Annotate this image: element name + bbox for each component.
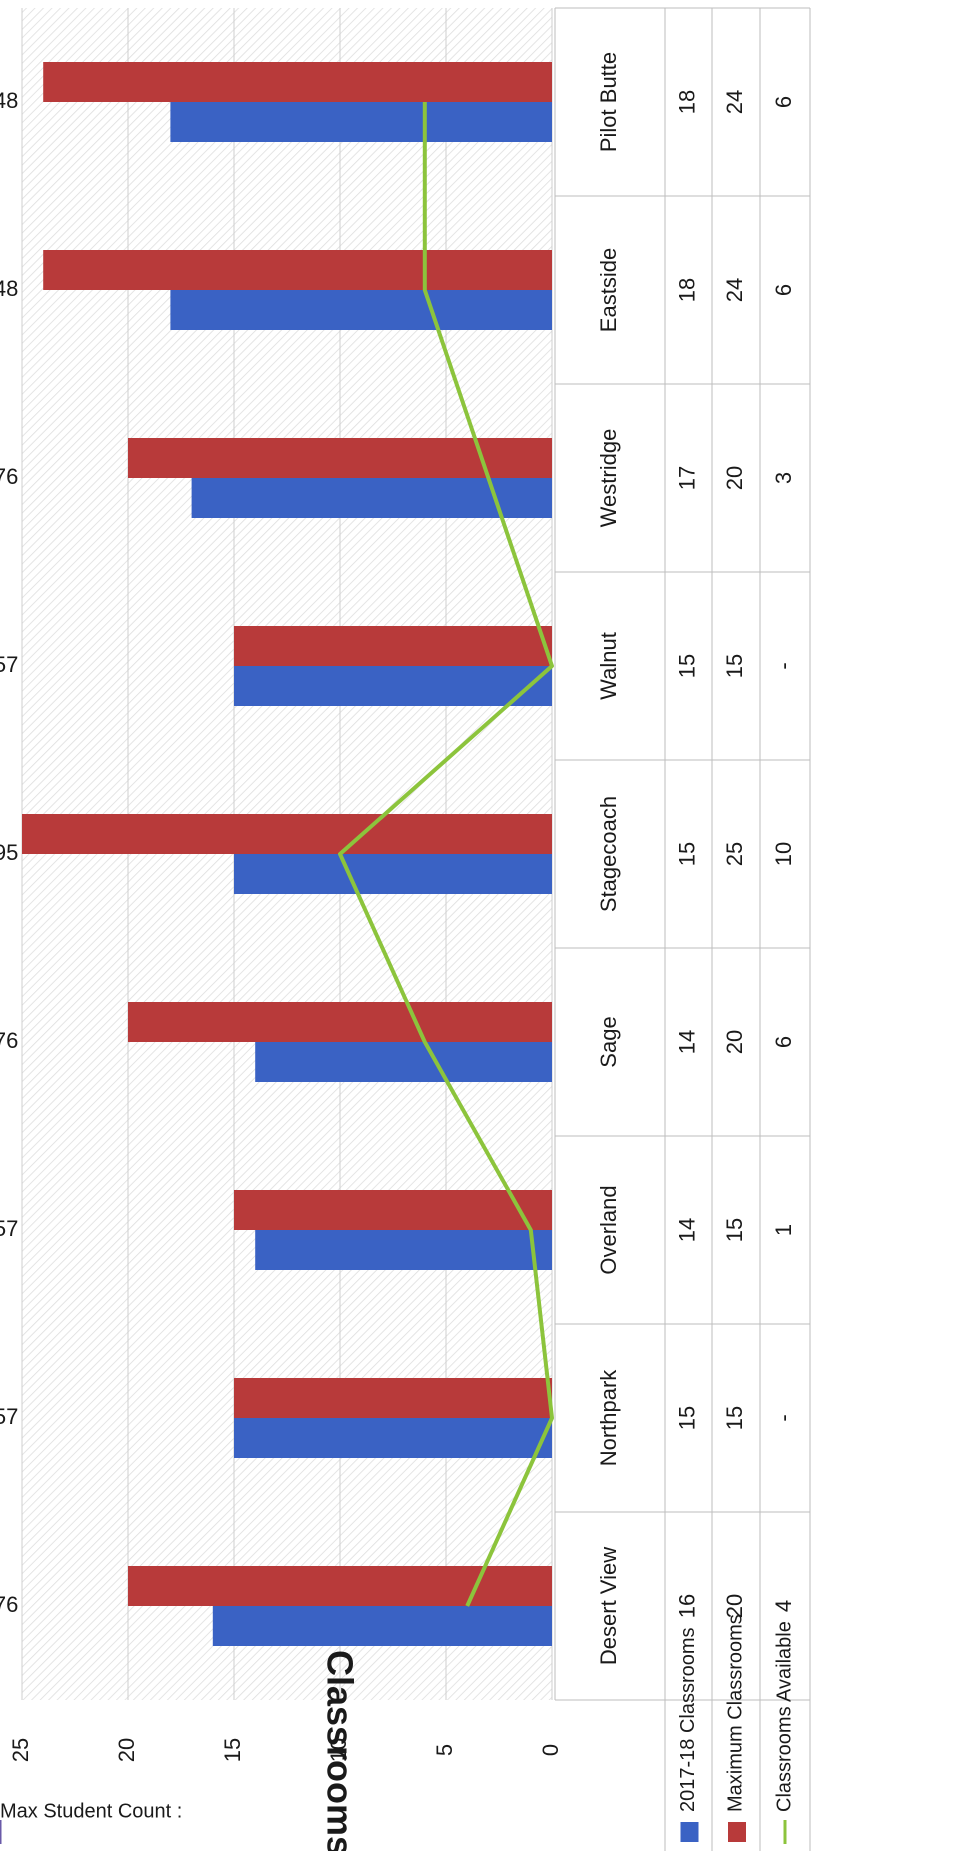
bar-2017-18-classrooms-walnut: [234, 666, 552, 706]
bar-2017-18-classrooms-pilot-butte: [170, 102, 552, 142]
table-cell-maximum-classrooms: 24: [722, 90, 747, 114]
table-cell-2017-18-classrooms: 16: [674, 1594, 699, 1618]
table-cell-max-student-count: 648: [0, 276, 18, 301]
value-tick-label: 25: [8, 1738, 33, 1762]
axis-title: Classrooms: [319, 1650, 360, 1851]
table-cell-max-student-count: 357: [0, 652, 18, 677]
bar-maximum-classrooms-desert-view: [128, 1566, 552, 1606]
bar-maximum-classrooms-stagecoach: [22, 814, 552, 854]
table-cell-classrooms-available: -: [771, 1414, 796, 1421]
table-cell-2017-18-classrooms: 15: [674, 1406, 699, 1430]
table-cell-max-student-count: 595: [0, 840, 18, 865]
table-cell-2017-18-classrooms: 14: [674, 1218, 699, 1242]
table-cell-classrooms-available: 10: [771, 842, 796, 866]
bar-2017-18-classrooms-overland: [255, 1230, 552, 1270]
table-cell-2017-18-classrooms: 15: [674, 842, 699, 866]
legend-key-2017-18-classrooms: [680, 1822, 699, 1842]
legend-label-maximum-classrooms: Maximum Classrooms: [724, 1614, 746, 1812]
table-cell-maximum-classrooms: 20: [722, 466, 747, 490]
category-label-overland: Overland: [596, 1185, 621, 1274]
legend-label-2017-18-classrooms: 2017-18 Classrooms: [677, 1627, 699, 1812]
bar-maximum-classrooms-overland: [234, 1190, 552, 1230]
value-axis: 0 5 10 15 20 25: [8, 1738, 563, 1762]
legend: 2017-18 Classrooms Maximum Classrooms Clas…: [0, 1614, 795, 1844]
table-cell-maximum-classrooms: 15: [722, 1218, 747, 1242]
legend-label-classrooms-available: Classrooms Available: [773, 1621, 795, 1812]
value-tick-label: 5: [432, 1744, 457, 1756]
category-label-pilot-butte: Pilot Butte: [596, 52, 621, 152]
table-cell-classrooms-available: 1: [771, 1224, 796, 1236]
value-tick-label: 10: [326, 1738, 351, 1762]
bar-maximum-classrooms-sage: [128, 1002, 552, 1042]
category-label-northpark: Northpark: [596, 1369, 621, 1467]
table-cell-classrooms-available: 6: [771, 1036, 796, 1048]
table-cell-max-student-count: 648: [0, 88, 18, 113]
table-cell-classrooms-available: -: [771, 662, 796, 669]
table-cell-max-student-count: 357: [0, 1216, 18, 1241]
legend-key-maximum-classrooms: [728, 1822, 746, 1842]
bar-maximum-classrooms-pilot-butte: [43, 62, 552, 102]
table-cell-max-student-count: 357: [0, 1404, 18, 1429]
bar-maximum-classrooms-eastside: [43, 250, 552, 290]
table-cell-maximum-classrooms: 20: [722, 1594, 747, 1618]
bar-2017-18-classrooms-eastside: [170, 290, 552, 330]
line-marks: [338, 102, 554, 1607]
table-cell-classrooms-available: 6: [771, 96, 796, 108]
table-cell-2017-18-classrooms: 17: [674, 466, 699, 490]
bar-maximum-classrooms-northpark: [234, 1378, 552, 1418]
table-cell-2017-18-classrooms: 14: [674, 1030, 699, 1054]
bar-2017-18-classrooms-desert-view: [212, 1606, 553, 1646]
table-cell-maximum-classrooms: 15: [722, 1406, 747, 1430]
axis-title-group: Classrooms: [319, 1650, 360, 1851]
table-cell-maximum-classrooms: 20: [722, 1030, 747, 1054]
bar-2017-18-classrooms-stagecoach: [234, 854, 552, 894]
table-cell-classrooms-available: 4: [771, 1600, 796, 1612]
value-tick-label: 0: [538, 1744, 563, 1756]
table-cell-maximum-classrooms: 25: [722, 842, 747, 866]
category-label-westridge: Westridge: [596, 429, 621, 528]
table-cell-2017-18-classrooms: 18: [674, 278, 699, 302]
bar-2017-18-classrooms-sage: [255, 1042, 552, 1082]
table-cell-classrooms-available: 3: [771, 472, 796, 484]
table-cell-classrooms-available: 6: [771, 284, 796, 296]
value-tick-label: 15: [220, 1738, 245, 1762]
category-label-eastside: Eastside: [596, 248, 621, 332]
category-label-sage: Sage: [596, 1016, 621, 1067]
table-cell-max-student-count: 476: [0, 464, 18, 489]
table-cell-max-student-count: 476: [0, 1028, 18, 1053]
legend-label-max-student-count: Max Student Count :: [0, 1800, 182, 1822]
table-cell-maximum-classrooms: 24: [722, 278, 747, 302]
line-classrooms-available: [338, 102, 554, 1607]
bar-2017-18-classrooms-northpark: [234, 1418, 552, 1458]
value-tick-label: 20: [114, 1738, 139, 1762]
table-cell-2017-18-classrooms: 18: [674, 90, 699, 114]
table-cell-2017-18-classrooms: 15: [674, 654, 699, 678]
data-table: Desert View Northpark Overland Sage Stagecoa…: [0, 7, 811, 1851]
table-cell-maximum-classrooms: 15: [722, 654, 747, 678]
category-label-walnut: Walnut: [596, 632, 621, 700]
bar-maximum-classrooms-walnut: [234, 626, 552, 666]
category-label-stagecoach: Stagecoach: [596, 796, 621, 912]
table-cell-max-student-count: 476: [0, 1592, 18, 1617]
category-label-desert-view: Desert View: [596, 1547, 621, 1665]
